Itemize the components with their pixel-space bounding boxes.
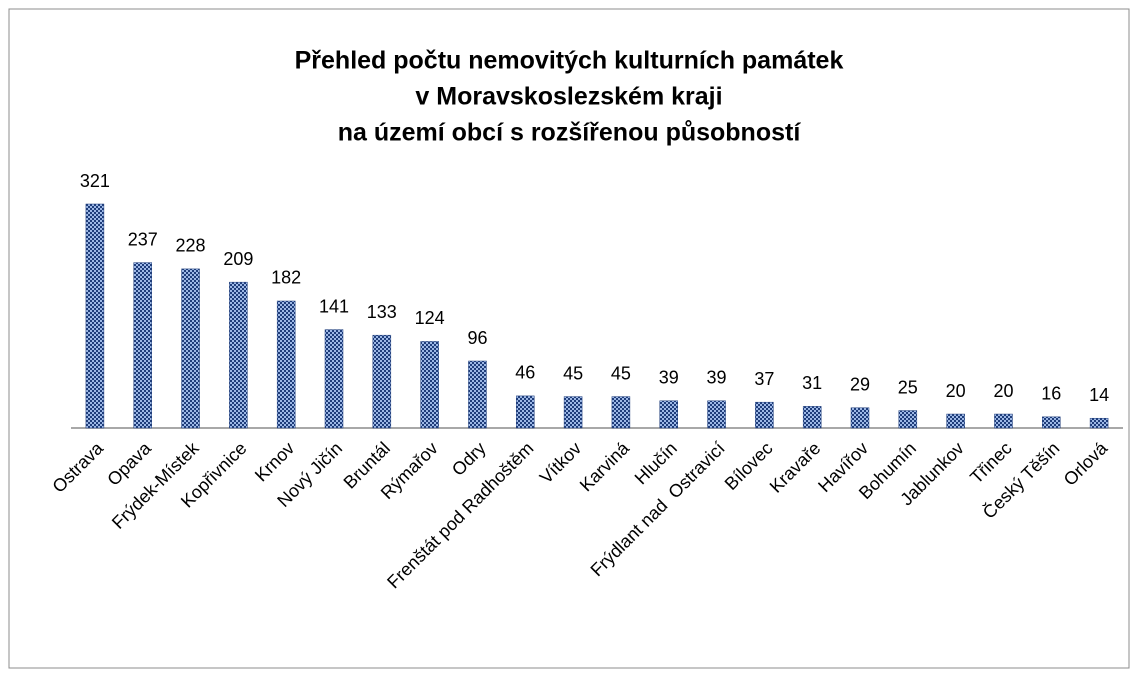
chart-title: na území obcí s rozšířenou působností [338,119,802,147]
data-label: 124 [415,308,445,328]
data-label: 29 [850,375,870,395]
bar [802,406,822,429]
chart-title: Přehled počtu nemovitých kulturních pamá… [295,47,844,75]
data-label: 321 [80,171,110,191]
data-label: 141 [319,296,349,316]
bar [1042,416,1061,429]
data-label: 209 [223,249,253,269]
bar [133,262,152,429]
data-label: 20 [946,381,966,401]
data-label: 182 [271,268,301,288]
bar [276,300,296,429]
data-label: 45 [563,363,583,383]
data-label: 45 [611,363,631,383]
bar [420,341,439,429]
bar [755,401,774,429]
bar [611,396,631,429]
bar [707,400,726,429]
bar [898,410,918,429]
bar [229,281,248,429]
bar [85,203,105,429]
data-label: 39 [707,368,727,388]
bar [563,396,583,429]
data-label: 20 [993,381,1013,401]
bar [324,329,344,429]
data-label: 237 [128,229,158,249]
bar [372,334,392,429]
bar [1089,417,1109,429]
data-label: 133 [367,302,397,322]
data-label: 31 [802,373,822,393]
bar [659,400,678,429]
data-label: 37 [754,369,774,389]
data-label: 14 [1089,385,1109,405]
bar [468,360,487,429]
bar [516,395,535,429]
chart-title: v Moravskoslezském kraji [415,83,722,111]
bar [994,413,1013,429]
bar [181,268,200,429]
data-label: 228 [176,236,206,256]
bar [946,413,965,429]
data-label: 16 [1041,384,1061,404]
bar [850,407,870,429]
data-label: 25 [898,377,918,397]
data-label: 96 [467,328,487,348]
data-label: 39 [659,368,679,388]
data-label: 46 [515,363,535,383]
